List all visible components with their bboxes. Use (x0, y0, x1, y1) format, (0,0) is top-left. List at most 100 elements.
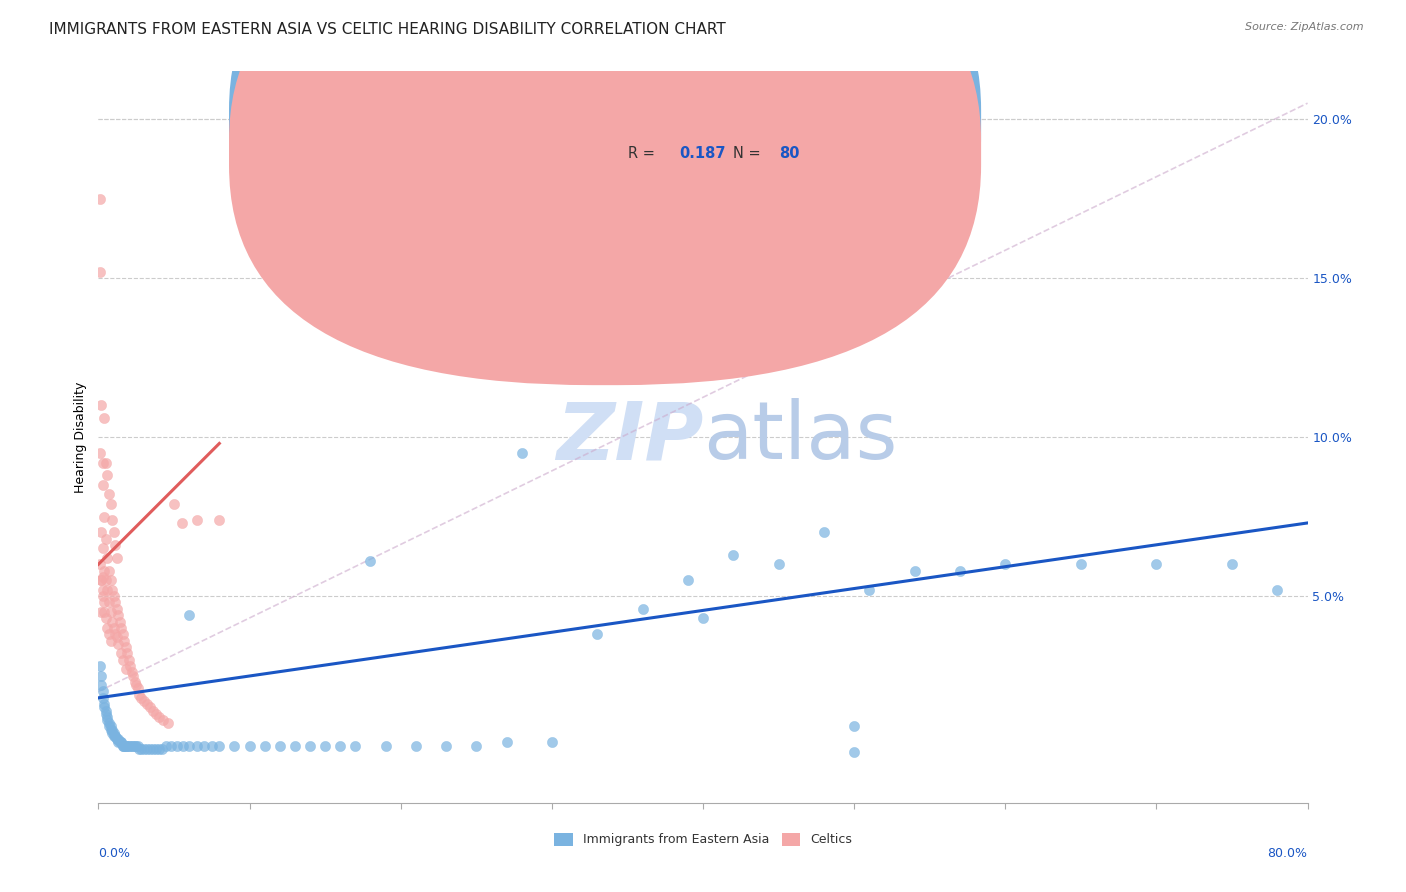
Point (284, 739, 307, 753)
Point (201, 739, 224, 753)
Point (299, 739, 322, 753)
Point (156, 716, 179, 731)
Point (104, 595, 127, 609)
Point (129, 741, 152, 756)
Point (434, 739, 457, 753)
FancyBboxPatch shape (576, 94, 855, 174)
Point (128, 688, 150, 702)
Point (155, 739, 177, 753)
Point (89, 265, 111, 279)
Point (93, 411, 115, 425)
Point (93, 605, 115, 619)
Point (90, 678, 112, 692)
Point (120, 739, 142, 753)
Point (93, 700, 115, 714)
Point (105, 732, 128, 747)
Point (465, 739, 488, 753)
Point (1144, 558, 1167, 572)
Point (239, 739, 262, 753)
Y-axis label: Hearing Disability: Hearing Disability (73, 382, 87, 492)
Point (96, 550, 118, 565)
Point (329, 739, 352, 753)
Point (100, 573, 122, 587)
Point (166, 739, 188, 753)
Point (186, 513, 208, 527)
Text: Source: ZipAtlas.com: Source: ZipAtlas.com (1246, 22, 1364, 32)
Point (120, 659, 142, 673)
Point (100, 605, 122, 619)
Point (132, 741, 155, 756)
Point (540, 735, 562, 749)
Point (91, 582, 114, 597)
Point (148, 741, 170, 756)
Point (125, 678, 148, 692)
Point (91, 456, 114, 470)
Legend: Immigrants from Eastern Asia, Celtics: Immigrants from Eastern Asia, Celtics (548, 828, 858, 851)
Point (100, 497, 122, 511)
Point (179, 608, 201, 623)
Point (94, 611, 117, 625)
Text: ZIP: ZIP (555, 398, 703, 476)
Point (98, 627, 121, 641)
Point (1220, 558, 1243, 572)
Point (844, 719, 866, 733)
Point (91, 570, 114, 584)
Point (93, 564, 115, 578)
Point (110, 735, 132, 749)
Point (163, 497, 186, 511)
Point (89, 446, 111, 460)
Point (142, 741, 165, 756)
Point (692, 611, 714, 625)
Text: R =: R = (628, 145, 659, 161)
Point (107, 637, 129, 651)
Point (135, 697, 157, 711)
Point (90, 668, 112, 682)
Point (101, 582, 124, 597)
Text: 80.0%: 80.0% (1268, 847, 1308, 860)
Point (96, 713, 118, 727)
Point (495, 735, 517, 749)
Point (94, 456, 117, 470)
Point (994, 558, 1017, 572)
Point (101, 726, 124, 740)
Point (135, 741, 157, 756)
Point (91, 589, 114, 603)
Text: 80: 80 (779, 145, 800, 161)
Point (105, 732, 128, 747)
Point (100, 633, 122, 648)
Point (723, 548, 745, 562)
Point (110, 646, 132, 660)
Point (96, 582, 118, 597)
Text: 0.187: 0.187 (679, 145, 725, 161)
FancyBboxPatch shape (229, 0, 981, 385)
Point (114, 662, 136, 676)
Text: N =: N = (734, 115, 765, 130)
Point (93, 697, 115, 711)
Point (111, 739, 134, 753)
Point (90, 525, 112, 540)
Text: atlas: atlas (703, 398, 897, 476)
Point (132, 694, 155, 708)
Point (98, 595, 121, 609)
Point (96, 710, 118, 724)
Point (107, 732, 129, 747)
Point (1267, 582, 1289, 597)
Point (104, 627, 127, 641)
Point (170, 516, 193, 530)
Text: 0.430: 0.430 (679, 115, 725, 130)
Point (90, 573, 112, 587)
Point (904, 564, 927, 578)
Point (91, 690, 114, 705)
Point (813, 525, 835, 540)
Point (103, 525, 125, 540)
Point (89, 659, 111, 673)
Point (118, 653, 141, 667)
Text: IMMIGRANTS FROM EASTERN ASIA VS CELTIC HEARING DISABILITY CORRELATION CHART: IMMIGRANTS FROM EASTERN ASIA VS CELTIC H… (49, 22, 725, 37)
Point (121, 665, 143, 680)
Point (631, 602, 654, 616)
Point (94, 706, 117, 721)
Point (108, 615, 131, 629)
Point (98, 719, 121, 733)
Point (186, 739, 208, 753)
Point (100, 719, 122, 733)
